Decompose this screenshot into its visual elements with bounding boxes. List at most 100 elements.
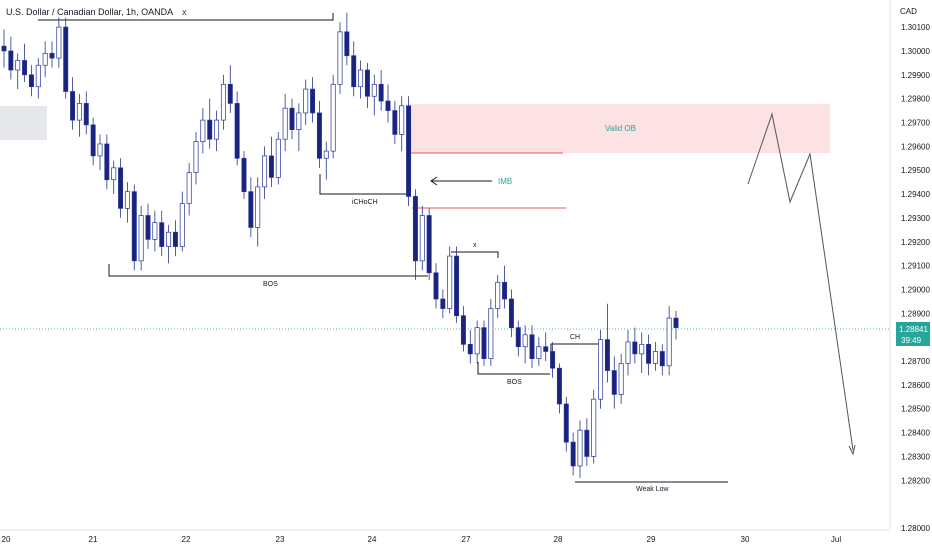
bull-candle [625,341,631,364]
bear-candle [385,100,391,111]
bull-candle [399,105,405,135]
time-tick-label: 23 [276,535,285,544]
price-tick-label: 1.28600 [901,381,930,390]
time-tick-label: 24 [368,535,377,544]
bear-candle [502,281,508,300]
bear-candle [412,196,418,262]
valid-ob-zone [408,104,830,153]
bull-candle [262,155,268,188]
bear-candle [543,346,549,352]
price-tick-label: 1.29100 [901,262,930,271]
current-price-value: 1.28841 [899,325,928,334]
bull-candle [193,141,199,173]
time-tick-label: 21 [89,535,98,544]
bear-candle [659,351,665,367]
current-price-badge [896,322,930,346]
bear-candle [28,74,34,88]
bear-candle [563,403,569,443]
bull-candle [371,83,377,97]
x-mid-line [451,251,499,258]
bull-candle [255,186,261,228]
bear-candle [556,367,562,405]
bear-candle [70,91,76,121]
bear-candle [646,343,652,364]
bull-candle [488,308,494,359]
bear-candle [22,60,28,76]
time-ticks-group: 20 21 22 23 24 27 28 29 30 Jul [2,535,842,544]
price-tick-label: 1.28500 [901,405,930,414]
bull-candle [200,119,206,142]
bull-candle [296,112,302,131]
bear-candle [378,83,384,102]
bear-candle [159,222,165,247]
bull-candle [186,172,192,204]
left-gray-box [0,106,47,140]
bear-candle [63,26,69,92]
bear-candle [632,341,638,355]
bear-candle [440,298,446,309]
bear-candle [310,88,316,114]
bull-candle [337,31,343,85]
valid-ob-label: Valid OB [605,124,636,133]
bull-candle [666,317,672,367]
bear-candle [433,272,439,300]
price-tick-label: 1.29600 [901,142,930,151]
bos-2-line [477,362,550,375]
bear-candle [268,155,274,178]
bull-candle [330,83,336,152]
bear-candle [481,327,487,359]
bull-candle [138,215,144,262]
bull-candle [166,231,172,247]
bear-candle [550,351,556,369]
ichoch-line [319,174,410,195]
bear-candle [104,143,110,181]
bull-candle [598,339,604,400]
time-tick-label: 22 [182,535,191,544]
bear-candle [570,441,576,467]
bear-candle [351,55,357,88]
price-tick-label: 1.29200 [901,238,930,247]
bull-candle [419,215,425,262]
time-tick-label: 28 [554,535,563,544]
bull-candle [522,334,528,348]
ch-line [550,343,600,360]
x-top-line [38,13,334,21]
bull-candle [652,351,658,364]
price-tick-label: 1.28400 [901,429,930,438]
bear-candle [49,52,55,59]
bear-candle [83,103,89,126]
price-tick-label: 1.29000 [901,285,930,294]
bear-candle [172,231,178,247]
price-ticks-group: 1.30100 1.30000 1.29900 1.29800 1.29700 1.296… [901,23,930,533]
bull-candle [618,363,624,395]
bear-candle [131,191,137,262]
price-tick-label: 1.28200 [901,476,930,485]
currency-label: CAD [900,7,917,16]
bull-candle [591,398,597,457]
bull-candle [474,327,480,355]
bull-candle [97,143,103,157]
bull-candle [56,26,62,59]
price-tick-label: 1.30000 [901,47,930,56]
price-tick-label: 1.28300 [901,452,930,461]
bear-candle [207,119,213,140]
bull-candle [35,64,41,88]
bull-candle [111,167,117,181]
bear-candle [344,31,350,57]
bear-candle [454,255,460,317]
bull-candle [323,150,329,159]
price-tick-label: 1.29900 [901,71,930,80]
bear-candle [8,50,14,71]
projection-path [747,112,854,451]
bear-candle [673,317,679,328]
bear-candle [515,327,521,348]
time-tick-label: Jul [831,535,841,544]
price-tick-label: 1.29800 [901,95,930,104]
imb-label: IMB [498,177,512,186]
bull-candle [76,103,82,121]
price-tick-label: 1.29300 [901,214,930,223]
bos-1-label: BOS [263,281,278,288]
bull-candle [15,60,21,71]
